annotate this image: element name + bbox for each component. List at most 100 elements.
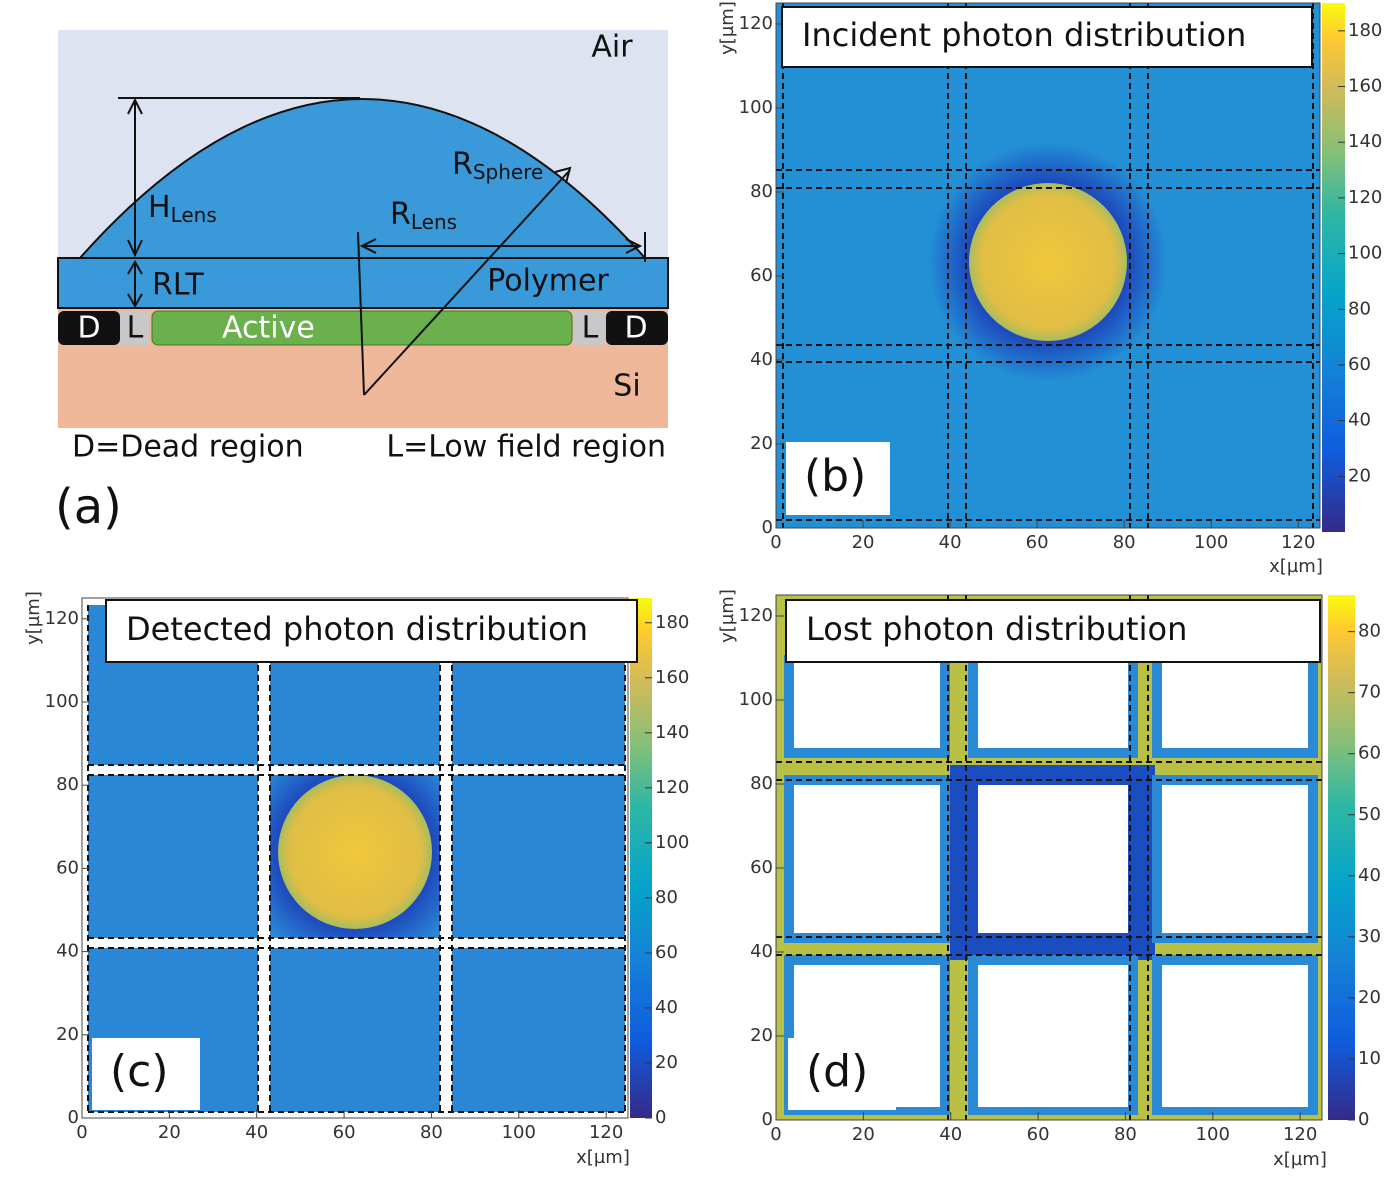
h-lens-label: HLens <box>148 190 217 227</box>
y-tick-label: 80 <box>750 181 773 202</box>
x-tick-label: 0 <box>76 1122 87 1143</box>
y-tick-label: 20 <box>750 433 773 454</box>
title-box <box>781 6 1313 68</box>
dead-label: D <box>77 311 100 346</box>
colorbar-tick-label: 140 <box>1348 131 1382 152</box>
x-tick-label: 100 <box>1194 532 1228 553</box>
x-tick-label: 40 <box>939 1124 962 1145</box>
colorbar-tick-label: 0 <box>655 1107 666 1128</box>
panel-title: Detected photon distribution <box>126 610 588 648</box>
colorbar-tick-label: 10 <box>1358 1048 1381 1069</box>
panel-a: Air HLens RSphere RLens RLT Polymer D L … <box>55 30 669 535</box>
x-tick-label: 60 <box>1027 1124 1050 1145</box>
incident-heatmap <box>776 3 1320 528</box>
y-tick-label: 20 <box>750 1025 773 1046</box>
title-box <box>785 599 1321 663</box>
r-sphere-label: RSphere <box>452 147 543 184</box>
legend-dead: D=Dead region <box>72 430 304 465</box>
plot-frame <box>775 2 1321 529</box>
colorbar <box>630 598 652 1118</box>
label-box <box>788 1038 896 1110</box>
colorbar-tick-label: 160 <box>655 667 689 688</box>
low-field-region <box>120 311 150 345</box>
colorbar-tick-label: 120 <box>1348 187 1382 208</box>
y-tick-label: 40 <box>750 349 773 370</box>
y-tick-label: 60 <box>750 857 773 878</box>
panel-title: Lost photon distribution <box>806 610 1187 648</box>
y-tick-label: 80 <box>56 774 79 795</box>
y-tick-label: 100 <box>739 689 773 710</box>
x-tick-label: 120 <box>589 1122 623 1143</box>
colorbar-tick-label: 20 <box>655 1052 678 1073</box>
panel-label: (b) <box>804 451 866 502</box>
y-axis-label: y[µm] <box>23 591 44 645</box>
polymer-label: Polymer <box>487 264 609 299</box>
y-tick-label: 60 <box>750 265 773 286</box>
panel-label: (d) <box>806 1046 868 1097</box>
colorbar-tick-label: 180 <box>655 612 689 633</box>
x-tick-label: 20 <box>852 1124 875 1145</box>
colorbar-tick-label: 180 <box>1348 20 1382 41</box>
y-tick-label: 100 <box>45 691 79 712</box>
r-lens-label: RLens <box>390 197 457 234</box>
title-box <box>105 599 638 663</box>
y-tick-label: 120 <box>45 608 79 629</box>
y-axis-label: y[µm] <box>717 589 738 643</box>
panel-label: (c) <box>110 1046 169 1097</box>
y-axis-label: y[µm] <box>717 1 738 55</box>
plot-frame <box>775 594 1323 1121</box>
x-tick-label: 0 <box>770 1124 781 1145</box>
x-tick-label: 80 <box>1113 532 1136 553</box>
y-tick-label: 0 <box>68 1107 79 1128</box>
colorbar-tick-label: 60 <box>1358 743 1381 764</box>
colorbar-tick-label: 20 <box>1358 987 1381 1008</box>
colorbar-tick-label: 60 <box>1348 354 1371 375</box>
colorbar-tick-label: 40 <box>1348 410 1371 431</box>
dead-region <box>58 311 120 345</box>
label-box <box>786 442 890 515</box>
legend-low: L=Low field region <box>386 430 666 465</box>
x-tick-label: 120 <box>1283 1124 1317 1145</box>
y-tick-label: 120 <box>739 13 773 34</box>
colorbar-tick-label: 70 <box>1358 682 1381 703</box>
label-box <box>92 1038 200 1110</box>
colorbar-tick-label: 80 <box>655 887 678 908</box>
x-tick-label: 40 <box>245 1122 268 1143</box>
colorbar-tick-label: 140 <box>655 722 689 743</box>
colorbar <box>1328 595 1355 1120</box>
dead-region <box>606 311 668 345</box>
y-tick-label: 60 <box>56 857 79 878</box>
colorbar <box>1322 3 1345 532</box>
lens <box>77 98 648 259</box>
x-tick-label: 60 <box>1026 532 1049 553</box>
active-label: Active <box>222 311 315 346</box>
low-field-region <box>574 311 605 345</box>
rlt-label: RLT <box>152 268 204 303</box>
colorbar-tick-label: 0 <box>1358 1109 1369 1130</box>
x-tick-label: 20 <box>158 1122 181 1143</box>
x-axis-label: x[µm] <box>1269 556 1323 577</box>
colorbar-tick-label: 30 <box>1358 926 1381 947</box>
y-tick-label: 0 <box>762 517 773 538</box>
colorbar-tick-label: 100 <box>655 832 689 853</box>
colorbar-tick-label: 40 <box>655 997 678 1018</box>
low-label: L <box>127 311 144 346</box>
x-axis-label: x[µm] <box>576 1147 630 1168</box>
panel-title: Incident photon distribution <box>802 16 1246 54</box>
colorbar-tick-label: 80 <box>1348 298 1371 319</box>
colorbar-tick-label: 80 <box>1358 621 1381 642</box>
x-tick-label: 100 <box>1196 1124 1230 1145</box>
x-axis-label: x[µm] <box>1273 1149 1327 1170</box>
polymer <box>57 257 669 309</box>
y-tick-label: 80 <box>750 773 773 794</box>
y-tick-label: 120 <box>739 605 773 626</box>
colorbar-tick-label: 120 <box>655 777 689 798</box>
si-label: Si <box>613 369 640 404</box>
dimension-lines <box>118 97 646 396</box>
panel-label: (a) <box>55 479 122 535</box>
low-label: L <box>582 311 599 346</box>
x-tick-label: 80 <box>420 1122 443 1143</box>
colorbar-tick-label: 160 <box>1348 76 1382 97</box>
x-tick-label: 120 <box>1281 532 1315 553</box>
